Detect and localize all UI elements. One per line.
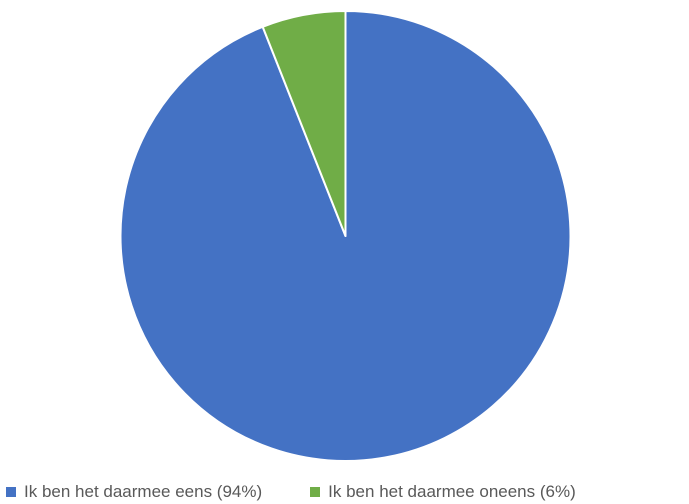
legend: Ik ben het daarmee eens (94%) Ik ben het… [6, 481, 689, 503]
legend-label-oneens: Ik ben het daarmee oneens (6%) [328, 482, 576, 501]
pie-slices [119, 10, 572, 462]
legend-item-eens: Ik ben het daarmee eens (94%) [6, 482, 262, 502]
legend-label-eens: Ik ben het daarmee eens (94%) [24, 482, 263, 501]
legend-swatch-oneens [310, 487, 321, 497]
legend-swatch-eens [6, 487, 16, 497]
legend-item-oneens: Ik ben het daarmee oneens (6%) [310, 482, 576, 502]
pie-slice-oneens [261, 10, 347, 237]
